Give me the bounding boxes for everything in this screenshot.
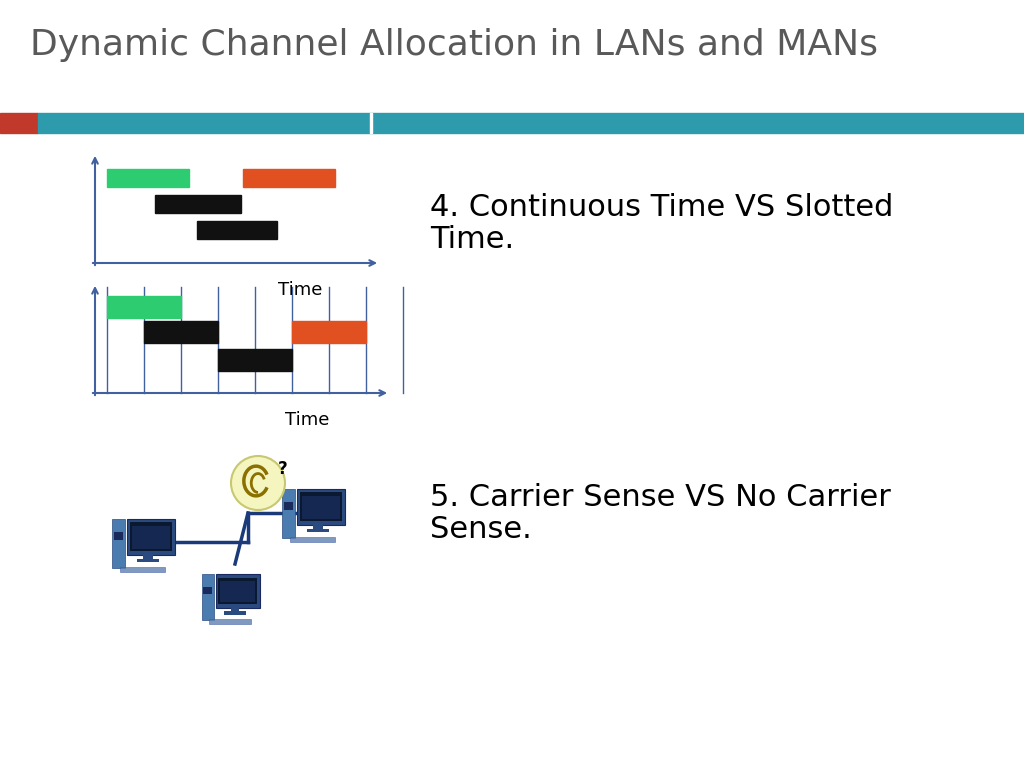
Bar [218, 349, 255, 371]
Bar [230, 607, 240, 611]
Bar [38, 113, 1024, 133]
Bar [313, 524, 323, 528]
Bar [255, 349, 292, 371]
Bar [106, 296, 144, 318]
Bar [136, 558, 160, 562]
Bar [290, 537, 335, 541]
Bar [220, 581, 255, 602]
Bar [292, 321, 329, 343]
Text: Time: Time [278, 281, 323, 299]
Bar [106, 169, 189, 187]
Bar [300, 492, 342, 521]
Bar [143, 554, 153, 558]
Bar [112, 518, 125, 568]
Bar [130, 522, 172, 551]
Bar [181, 321, 218, 343]
Bar [197, 221, 278, 239]
Bar [370, 113, 372, 133]
Text: 4. Continuous Time VS Slotted: 4. Continuous Time VS Slotted [430, 193, 893, 222]
Bar [282, 488, 295, 538]
Bar [302, 496, 340, 519]
Bar [114, 532, 123, 539]
Bar [218, 578, 257, 604]
Bar [243, 169, 335, 187]
Bar [155, 195, 241, 213]
Bar [144, 296, 181, 318]
Bar [202, 574, 214, 620]
Bar [0, 113, 38, 133]
Bar [224, 611, 246, 614]
Bar [120, 567, 165, 572]
Bar [204, 587, 212, 594]
Text: Time: Time [286, 411, 330, 429]
Bar [284, 502, 293, 509]
Text: 5. Carrier Sense VS No Carrier: 5. Carrier Sense VS No Carrier [430, 483, 891, 512]
Text: ?: ? [279, 461, 288, 478]
Circle shape [231, 456, 285, 510]
Text: Sense.: Sense. [430, 515, 531, 544]
Bar [209, 619, 251, 624]
Bar [297, 488, 345, 525]
Bar [127, 518, 175, 554]
Bar [144, 321, 181, 343]
Text: Dynamic Channel Allocation in LANs and MANs: Dynamic Channel Allocation in LANs and M… [30, 28, 878, 62]
Bar [306, 528, 330, 532]
Text: Time.: Time. [430, 225, 514, 254]
Bar [216, 574, 260, 607]
Bar [329, 321, 366, 343]
Bar [132, 526, 170, 549]
